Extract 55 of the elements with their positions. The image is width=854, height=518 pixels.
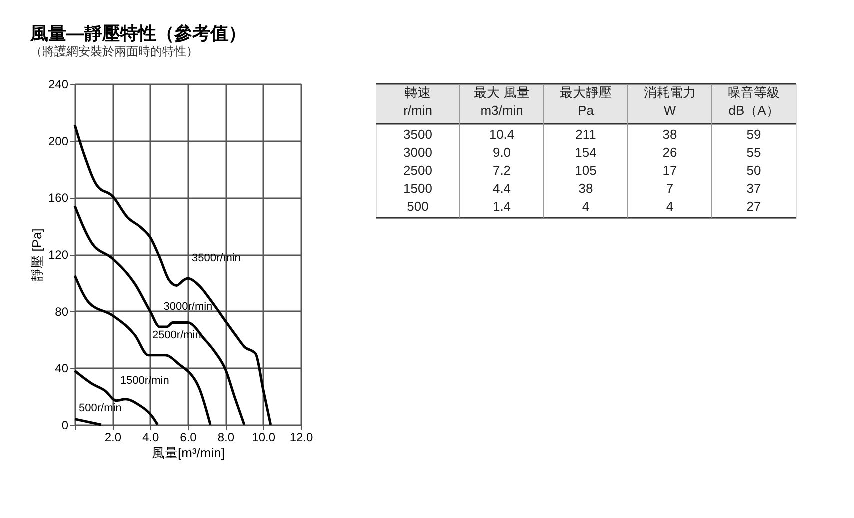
y-tick-label: 200 [48,134,69,148]
text: 154 [575,145,597,160]
y-tick-label: 160 [48,191,69,206]
text: 最大 風量 [474,85,530,100]
text: 37 [746,181,762,196]
text: 3500 [404,127,432,142]
text: 7 [666,181,674,196]
text: 10.4 [489,127,515,142]
text: 500 [407,199,429,214]
y-axis-title: 靜壓 [Pa] [29,228,44,282]
text: 38 [662,127,678,142]
text: 9.0 [492,145,512,160]
text: Pa [578,103,595,118]
text: 2500 [404,163,432,178]
y-tick-label: 40 [55,362,69,376]
text: 26 [662,145,678,160]
text: 轉速 [405,85,431,100]
line-series [74,204,246,426]
chart-title: 風量—靜壓特性（參考值） [29,24,246,44]
text: 4 [666,199,674,214]
text: 1.4 [492,199,512,214]
text: 1500 [404,181,432,196]
text: 噪音等級 [728,85,780,100]
x-tick-label: 12.0 [290,430,314,444]
x-tick-label: 10.0 [252,430,276,444]
text: 消耗電力 [644,85,696,100]
y-tick-label: 240 [48,78,69,92]
x-tick-label: 2.0 [104,430,122,444]
text: 50 [746,163,762,178]
text: 4 [582,199,590,214]
x-axis-title: 風量[m³/min] [152,446,225,460]
text: r/min [404,103,432,118]
y-tick-label: 0 [62,418,69,432]
chart-subtitle: （將護網安裝於兩面時的特性） [30,44,198,58]
text: dB（A） [728,103,780,118]
x-tick-label: 4.0 [142,430,160,444]
text: 27 [746,199,762,214]
text: 最大靜壓 [560,85,612,100]
text: 7.2 [492,163,512,178]
line-series [74,124,272,426]
y-tick-label: 120 [48,248,69,262]
text: 211 [576,127,596,142]
text: W [664,103,677,118]
text: 59 [746,127,762,142]
text: 17 [662,163,678,178]
x-tick-label: 6.0 [180,430,198,444]
line-series [74,274,212,426]
text: 3000 [404,145,432,160]
text: 38 [578,181,594,196]
text: 4.4 [492,181,512,196]
text: 105 [575,163,597,178]
y-tick-label: 80 [55,304,69,319]
x-tick-label: 8.0 [218,430,235,444]
text: 55 [746,145,762,160]
text: m3/min [480,103,524,118]
